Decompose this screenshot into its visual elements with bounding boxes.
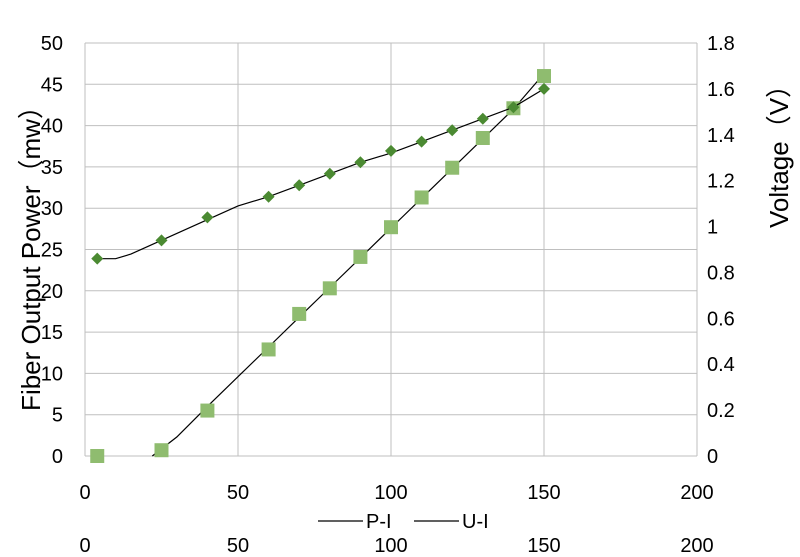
data-point-u-i [201,211,214,224]
y2-tick-label: 1.8 [707,33,735,55]
data-point-u-i [323,167,336,180]
x2-tick-label: 200 [680,535,713,557]
x2-tick-label: 0 [79,535,90,557]
data-point-p-i [292,306,307,321]
data-point-p-i [475,130,490,145]
y-tick-label: 35 [41,157,63,179]
y2-tick-label: 1 [707,217,718,239]
legend: P-I U-I [318,511,489,533]
data-point-u-i [538,82,550,95]
y2-tick-label: 0.8 [707,262,735,284]
data-point-p-i [537,69,551,84]
x-tick-label: 100 [374,482,407,504]
y-tick-label: 45 [41,74,63,96]
data-point-p-i [384,220,398,235]
x-tick-label: 150 [527,482,560,504]
data-point-p-i [445,160,460,175]
series-layer [90,69,551,463]
data-point-u-i [91,252,104,265]
data-point-p-i [353,249,368,264]
grid [84,42,698,457]
series-line-p-i [151,73,545,457]
x2-tick-label: 50 [227,535,249,557]
y2-axis-title: Voltage（V） [764,72,794,228]
data-point-p-i [261,342,276,357]
y-tick-label: 40 [41,116,63,138]
y2-tick-label: 0.6 [707,308,735,330]
y2-tick-label: 1.2 [707,171,735,193]
y2-tick-label: 0 [707,446,718,468]
data-point-u-i [446,124,459,137]
data-point-p-i [154,443,169,458]
legend-label-p-i: P-I [366,511,392,533]
y-tick-label: 5 [52,405,63,427]
data-point-u-i [293,179,306,192]
data-point-p-i [414,190,429,205]
y2-tick-label: 0.2 [707,400,735,422]
x-tick-label: 0 [79,482,90,504]
data-point-u-i [507,101,520,114]
data-point-u-i [155,234,168,247]
y2-tick-label: 1.6 [707,79,735,101]
data-point-p-i [200,403,215,418]
y-tick-label: 0 [52,446,63,468]
y2-tick-label: 1.4 [707,125,735,147]
y-tick-label: 25 [41,240,63,262]
data-point-u-i [354,156,367,169]
x-tick-label: 200 [680,482,713,504]
data-point-u-i [385,144,397,157]
data-point-u-i [415,135,428,148]
data-point-p-i [322,281,337,296]
x2-tick-label: 100 [374,535,407,557]
data-point-u-i [262,190,275,203]
y2-tick-label: 0.4 [707,354,735,376]
x2-tick-label: 150 [527,535,560,557]
y-tick-label: 10 [41,363,63,385]
tick-labels: 0510152025303540455000505010010015015020… [41,33,735,557]
y-tick-label: 20 [41,281,63,303]
x-tick-label: 50 [227,482,249,504]
data-point-u-i [476,112,489,125]
series-line-u-i [97,88,545,260]
y-axis-title: Fiber Output Power（mw） [16,93,46,411]
y-tick-label: 30 [41,198,63,220]
y-tick-label: 50 [41,33,63,55]
data-point-p-i [90,449,105,463]
legend-label-u-i: U-I [462,511,489,533]
y-tick-label: 15 [41,322,63,344]
